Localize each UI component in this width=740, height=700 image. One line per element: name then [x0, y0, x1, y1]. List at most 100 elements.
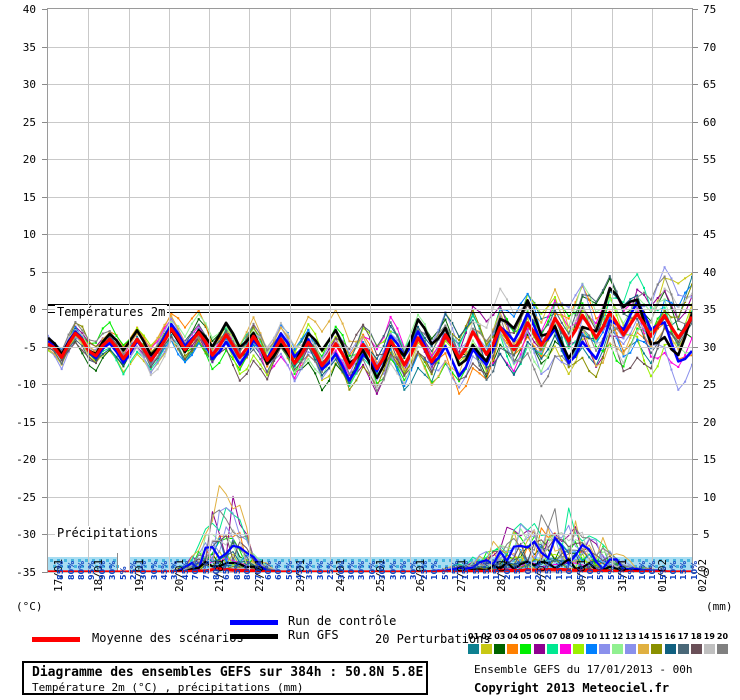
y-axis-tick-label-left: 5	[29, 265, 36, 279]
precip-hatch-dot	[498, 559, 501, 562]
perturbation-color-swatch	[638, 644, 650, 654]
precip-hatch-dot	[109, 565, 112, 568]
precip-hatch-dot	[81, 565, 84, 568]
perturbation-data-point	[574, 301, 577, 304]
perturbation-data-point	[74, 341, 77, 344]
perturbation-data-point	[458, 378, 461, 381]
perturbation-data-point	[362, 358, 365, 361]
precip-hatch-dot	[396, 565, 399, 568]
precip-hatch-dot	[456, 559, 459, 562]
y-tick-right	[693, 534, 698, 536]
perturbation-data-point	[458, 351, 461, 354]
control-legend-label: Run de contrôle	[288, 614, 397, 628]
perturbation-data-point	[684, 299, 687, 302]
perturbation-data-point	[108, 330, 111, 332]
perturbation-data-point	[636, 331, 639, 334]
precip-hatch-dot	[687, 559, 690, 562]
perturbation-data-point	[492, 370, 495, 373]
perturbation-data-point	[464, 352, 467, 354]
perturbation-data-point	[451, 321, 454, 324]
precip-hatch-dot	[158, 565, 161, 568]
perturbation-data-point	[149, 344, 152, 347]
perturbation-data-point	[334, 337, 337, 340]
perturbation-data-point	[649, 320, 652, 323]
precip-hatch-dot	[403, 565, 406, 568]
perturbation-data-point	[670, 307, 673, 309]
perturbation-data-point	[327, 320, 330, 323]
perturbation-data-point	[314, 372, 317, 375]
perturbation-data-point	[615, 359, 618, 362]
perturbation-data-point	[245, 342, 248, 345]
perturbation-data-point	[163, 330, 166, 332]
perturbation-number: 15	[651, 632, 663, 641]
gridline-vertical	[88, 9, 90, 572]
perturbation-data-point	[430, 366, 433, 369]
precip-probability-label: 5%	[658, 566, 668, 580]
perturbation-data-point	[649, 352, 652, 355]
perturbation-data-point	[334, 362, 337, 365]
perturbation-data-point	[608, 277, 611, 280]
perturbation-data-point	[225, 347, 228, 350]
perturbation-data-point	[471, 362, 474, 365]
perturbation-data-point	[540, 353, 543, 356]
perturbation-data-point	[492, 332, 495, 335]
perturbation-data-point	[423, 323, 426, 326]
perturbation-data-point	[101, 356, 104, 359]
perturbation-data-point	[190, 354, 193, 357]
perturbation-number: 06	[533, 632, 545, 641]
perturbation-data-point	[348, 373, 351, 375]
perturbation-data-point	[321, 374, 323, 377]
precip-hatch-dot	[274, 559, 277, 562]
perturbation-data-point	[691, 310, 692, 313]
precip-hatch-dot	[155, 559, 158, 562]
perturbation-data-point	[629, 319, 632, 322]
perturbation-data-point	[444, 339, 447, 342]
perturbation-data-point	[252, 326, 255, 329]
perturbation-data-point	[142, 360, 145, 363]
perturbation-data-point	[417, 353, 419, 356]
perturbation-data-point	[300, 356, 303, 359]
perturbation-data-point	[595, 375, 598, 378]
perturbation-data-point	[629, 298, 632, 301]
precip-hatch-dot	[60, 565, 63, 568]
precip-hatch-dot	[316, 559, 319, 562]
precip-hatch-dot	[655, 565, 658, 568]
perturbation-data-point	[327, 350, 330, 353]
precip-hatch-dot	[676, 565, 679, 568]
perturbation-number: 01	[468, 632, 480, 641]
perturbation-data-point	[656, 297, 659, 299]
perturbation-data-point	[156, 362, 159, 365]
precip-hatch-dot	[291, 565, 294, 568]
precip-probability-label: 30%	[139, 560, 149, 580]
perturbation-data-point	[327, 348, 330, 351]
perturbation-data-point	[293, 348, 296, 351]
perturbation-data-point	[629, 343, 632, 346]
gridline-vertical	[168, 9, 170, 572]
perturbation-data-point	[451, 372, 454, 375]
precip-hatch-dot	[690, 565, 692, 568]
perturbation-data-point	[67, 336, 70, 339]
perturbation-data-point	[444, 313, 447, 316]
precip-hatch-dot	[648, 565, 651, 568]
perturbation-data-point	[677, 366, 680, 368]
precip-hatch-dot	[298, 565, 301, 568]
precip-hatch-dot	[67, 565, 70, 568]
perturbation-data-point	[547, 315, 550, 318]
perturbation-data-point	[471, 319, 474, 322]
perturbation-data-point	[362, 333, 365, 336]
perturbation-data-point	[396, 366, 399, 368]
perturbation-number: 16	[664, 632, 676, 641]
perturbation-data-point	[464, 325, 467, 328]
precip-hatch-dot	[176, 559, 179, 562]
precip-hatch-dot	[547, 559, 550, 562]
perturbation-data-point	[184, 358, 186, 361]
precip-hatch-dot	[323, 559, 326, 562]
precip-probability-label: 45%	[160, 560, 170, 580]
perturbation-data-point	[691, 272, 692, 275]
chart-title: Diagramme des ensembles GEFS sur 384h : …	[32, 665, 424, 680]
precip-hatch-dot	[666, 559, 669, 562]
perturbation-data-point	[458, 339, 461, 342]
perturbation-data-point	[622, 301, 625, 304]
perturbation-data-point	[355, 340, 358, 343]
perturbation-data-point	[101, 353, 104, 356]
